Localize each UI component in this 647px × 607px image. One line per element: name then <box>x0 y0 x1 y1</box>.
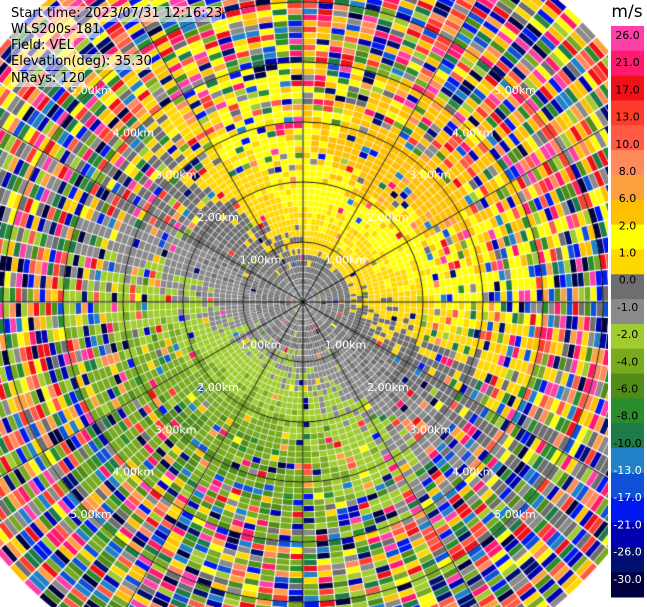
colorbar-tick-label: -6.0 <box>617 383 638 396</box>
colorbar-swatch <box>611 26 644 52</box>
colorbar-swatch <box>611 249 644 275</box>
colorbar-tick-label: 1.0 <box>619 247 637 260</box>
colorbar-swatch <box>611 373 644 399</box>
start-time-label: Start time: 2023/07/31 12:16:23 <box>11 6 223 22</box>
colorbar-tick-label: 13.0 <box>615 111 640 124</box>
colorbar-swatch <box>611 175 644 201</box>
colorbar-tick-label: -21.0 <box>613 518 641 531</box>
nrays-label: NRays: 120 <box>11 71 86 87</box>
colorbar-swatch <box>611 224 644 250</box>
colorbar-swatch <box>611 348 644 374</box>
colorbar-swatch <box>611 398 644 424</box>
colorbar-swatch <box>611 547 644 573</box>
colorbar-swatch <box>611 423 644 449</box>
colorbar-swatch <box>611 274 644 300</box>
colorbar-swatch <box>611 472 644 499</box>
colorbar-units-label: m/s <box>611 2 642 22</box>
colorbar-tick-label: -8.0 <box>617 410 638 423</box>
colorbar-tick-label: -2.0 <box>617 328 638 341</box>
colorbar-swatch <box>611 522 644 548</box>
colorbar-tick-label: -13.0 <box>613 464 641 477</box>
colorbar-tick-label: 21.0 <box>615 56 640 69</box>
colorbar-tick-label: -17.0 <box>613 491 641 504</box>
colorbar-swatch <box>611 150 644 176</box>
colorbar-swatch <box>611 572 644 598</box>
colorbar-tick-label: -10.0 <box>613 437 641 450</box>
ppi-radar-plot <box>0 0 608 607</box>
colorbar-swatch <box>611 299 644 325</box>
colorbar-tick-label: 8.0 <box>619 165 637 178</box>
field-label: Field: VEL <box>11 38 74 54</box>
colorbar-swatch <box>611 75 644 101</box>
colorbar-swatch <box>611 125 644 151</box>
colorbar-tick-label: -26.0 <box>613 546 641 559</box>
colorbar-tick-label: 10.0 <box>615 138 640 151</box>
colorbar-swatch <box>611 100 644 126</box>
colorbar-swatch <box>611 323 644 350</box>
colorbar-swatch <box>611 448 644 474</box>
colorbar-tick-label: 2.0 <box>619 219 637 232</box>
colorbar-tick-label: 17.0 <box>615 83 640 96</box>
colorbar-swatch <box>611 199 644 226</box>
colorbar-tick-label: -4.0 <box>617 355 638 368</box>
colorbar-tick-label: -30.0 <box>613 573 641 586</box>
colorbar-tick-label: 6.0 <box>619 192 637 205</box>
colorbar-swatch <box>611 497 644 523</box>
instrument-label: WLS200s-181 <box>11 22 101 38</box>
colorbar-tick-label: -1.0 <box>617 301 638 314</box>
colorbar-tick-label: 0.0 <box>619 274 637 287</box>
elevation-label: Elevation(deg): 35.30 <box>11 54 152 70</box>
colorbar-tick-label: 26.0 <box>615 29 640 42</box>
colorbar-swatch <box>611 50 644 77</box>
